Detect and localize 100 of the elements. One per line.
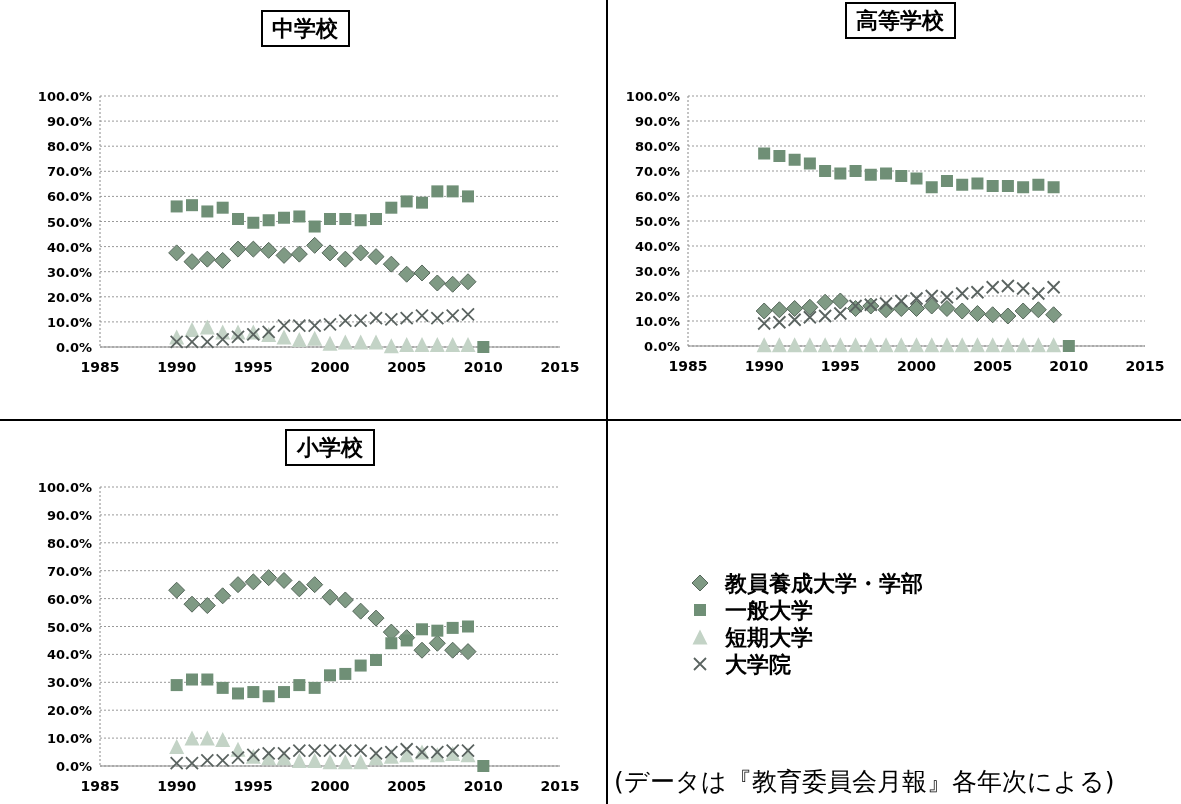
x-tick-label: 1990 <box>744 358 784 374</box>
point <box>1031 286 1046 301</box>
x-tick-label: 2005 <box>387 359 427 375</box>
point <box>214 251 232 269</box>
point <box>802 337 818 353</box>
x-tick-label: 2005 <box>973 358 1013 374</box>
point <box>1001 180 1014 192</box>
point <box>260 241 278 259</box>
y-tick-label: 100.0% <box>37 480 92 495</box>
point <box>878 337 894 353</box>
point <box>939 337 955 353</box>
point <box>863 337 879 353</box>
x-tick-label: 2000 <box>310 359 350 375</box>
point <box>801 298 819 316</box>
point <box>398 265 416 283</box>
point <box>444 641 462 659</box>
y-tick-label: 40.0% <box>634 239 680 254</box>
x-tick-label: 1985 <box>668 358 708 374</box>
point <box>770 301 788 319</box>
point <box>307 330 323 346</box>
point <box>216 681 229 694</box>
point <box>816 293 834 311</box>
point <box>400 634 413 647</box>
point <box>308 220 321 233</box>
point <box>1045 306 1063 324</box>
x-tick-label: 1995 <box>233 778 273 794</box>
point <box>278 211 290 224</box>
point <box>1032 178 1045 191</box>
point <box>385 637 398 650</box>
x-tick-label: 2015 <box>540 778 580 794</box>
point <box>459 643 477 661</box>
point <box>834 167 847 180</box>
point <box>170 679 183 692</box>
point <box>430 311 445 326</box>
point <box>368 334 384 350</box>
point <box>954 337 970 353</box>
point <box>416 196 428 209</box>
point <box>353 754 369 770</box>
point <box>247 686 260 699</box>
point <box>771 337 787 353</box>
legend-label: 教員養成大学・学部 <box>724 571 923 596</box>
point <box>817 337 833 353</box>
chart-title: 高等学校 <box>856 8 945 33</box>
y-tick-label: 60.0% <box>46 189 92 205</box>
point <box>895 170 908 182</box>
y-tick-label: 20.0% <box>46 703 92 719</box>
point <box>275 571 293 589</box>
x-tick-label: 1990 <box>157 359 197 375</box>
point <box>459 273 477 291</box>
point <box>306 236 324 254</box>
point <box>1000 337 1016 353</box>
point <box>231 750 245 765</box>
point <box>910 172 923 185</box>
y-tick-label: 100.0% <box>625 89 680 104</box>
y-tick-label: 90.0% <box>46 507 92 523</box>
point <box>244 240 262 258</box>
point <box>262 690 275 703</box>
point <box>322 335 338 351</box>
point <box>413 641 431 659</box>
point <box>758 147 771 160</box>
y-tick-label: 0.0% <box>55 340 92 355</box>
point <box>925 181 938 194</box>
point <box>971 177 984 190</box>
point <box>940 175 953 187</box>
y-tick-label: 0.0% <box>55 759 92 774</box>
point <box>291 752 307 768</box>
point <box>186 199 198 212</box>
point <box>383 338 399 354</box>
point <box>276 329 292 345</box>
legend-label: 一般大学 <box>725 598 813 623</box>
point <box>414 336 430 352</box>
point <box>232 212 244 225</box>
point <box>275 246 293 264</box>
point <box>984 306 1002 324</box>
point <box>1015 337 1031 353</box>
point <box>186 673 198 686</box>
point <box>787 337 803 353</box>
y-tick-label: 50.0% <box>634 214 680 229</box>
point <box>1046 337 1062 353</box>
point <box>999 307 1017 325</box>
y-tick-label: 50.0% <box>46 619 92 635</box>
point <box>773 150 786 162</box>
y-tick-label: 30.0% <box>46 675 92 691</box>
point <box>352 602 370 620</box>
point <box>893 337 909 353</box>
y-tick-label: 60.0% <box>634 189 680 204</box>
point <box>428 634 446 652</box>
point <box>445 336 461 352</box>
point <box>399 336 415 352</box>
y-tick-label: 40.0% <box>46 239 92 255</box>
point <box>367 609 385 627</box>
y-tick-label: 10.0% <box>634 314 680 329</box>
point <box>909 337 924 353</box>
x-tick-label: 1985 <box>80 778 120 794</box>
point <box>168 581 186 599</box>
chart-title: 小学校 <box>296 435 364 460</box>
point <box>184 730 200 746</box>
point <box>969 337 985 353</box>
x-tick-label: 2010 <box>463 778 504 794</box>
point <box>460 336 476 352</box>
